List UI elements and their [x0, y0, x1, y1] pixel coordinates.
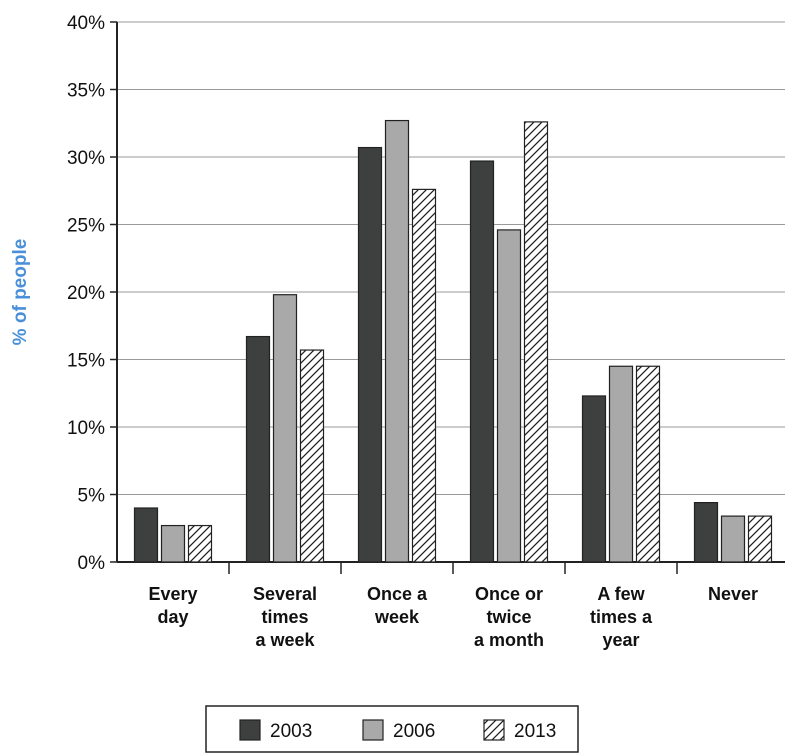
bar — [357, 146, 383, 563]
bar — [608, 365, 634, 563]
legend-swatch — [362, 719, 384, 741]
bar — [245, 335, 271, 563]
bar — [581, 395, 607, 563]
x-tick-label: day — [157, 607, 188, 627]
bar — [411, 188, 437, 563]
y-tick-label: 0% — [78, 553, 106, 574]
y-tick-label: 15% — [67, 351, 105, 372]
legend-swatch — [483, 719, 505, 741]
x-tick-label: year — [602, 630, 639, 650]
x-tick-label: week — [374, 607, 420, 627]
bar — [693, 502, 719, 563]
x-tick-label: Every — [148, 584, 197, 604]
bar — [384, 119, 410, 563]
bar — [720, 515, 746, 563]
gridlines — [117, 21, 785, 495]
x-tick-label: twice — [486, 607, 531, 627]
y-axis-title: % of people — [10, 239, 31, 346]
y-tick-label: 30% — [67, 148, 105, 169]
y-tick-label: 5% — [78, 486, 106, 507]
legend-box — [205, 705, 579, 753]
legend: 2003 2006 2013 — [205, 705, 579, 753]
bar — [635, 365, 661, 563]
x-tick-label: Once or — [475, 584, 543, 604]
x-tick-label: Several — [253, 584, 317, 604]
y-tick-label: 40% — [67, 13, 105, 34]
y-tick-label: 10% — [67, 418, 105, 439]
x-tick-label: times a — [590, 607, 653, 627]
y-tick-label: 25% — [67, 216, 105, 237]
labels: 0% 5% 10% 15% 20% 25% 30% 35% 40% % of people Ever… — [10, 13, 758, 650]
bars — [133, 119, 773, 563]
legend-label: 2013 — [514, 721, 556, 742]
bar — [496, 229, 522, 563]
x-tick-label: A few — [597, 584, 645, 604]
bar — [133, 507, 159, 563]
x-tick-label: a week — [255, 630, 315, 650]
bar — [187, 524, 213, 563]
x-tick-label: Once a — [367, 584, 428, 604]
bar — [272, 294, 298, 563]
x-tick-label: a month — [474, 630, 544, 650]
axes — [110, 21, 785, 574]
bar — [160, 524, 186, 563]
legend-label: 2003 — [270, 721, 312, 742]
legend-label: 2006 — [393, 721, 435, 742]
x-tick-label: Never — [708, 584, 758, 604]
bar — [469, 160, 495, 563]
x-tick-label: times — [261, 607, 308, 627]
legend-swatch — [239, 719, 261, 741]
bar — [299, 349, 325, 563]
bar — [523, 121, 549, 563]
bar — [747, 515, 773, 563]
y-tick-label: 35% — [67, 81, 105, 102]
y-tick-label: 20% — [67, 283, 105, 304]
